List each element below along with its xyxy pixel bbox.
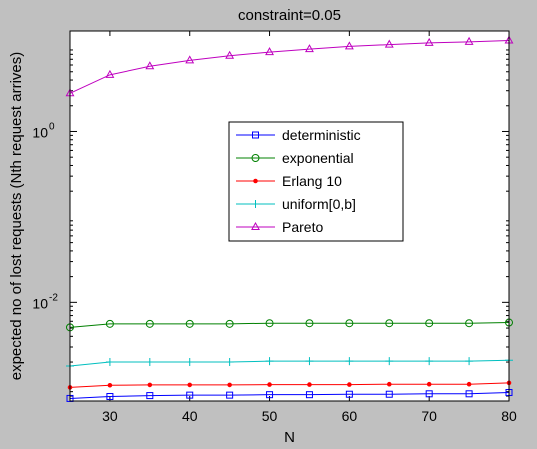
data-point — [345, 319, 354, 328]
data-point — [145, 319, 154, 328]
data-point — [267, 382, 272, 387]
data-point — [265, 357, 274, 366]
legend-marker — [251, 221, 260, 230]
y-tick-label-exponent: 0 — [49, 121, 55, 132]
legend-label: deterministic — [282, 127, 361, 143]
data-point — [185, 55, 195, 64]
data-point — [464, 36, 474, 45]
data-point — [305, 391, 313, 399]
series-exponential — [66, 318, 513, 332]
data-point — [424, 37, 434, 46]
data-point — [386, 381, 392, 387]
data-point — [347, 382, 352, 387]
x-tick-label: 60 — [342, 408, 358, 424]
data-point — [265, 47, 274, 56]
series-line — [69, 40, 510, 94]
data-point — [307, 382, 312, 387]
legend-item: uniform[0,b] — [236, 196, 356, 212]
legend-label: Pareto — [282, 219, 323, 235]
data-point — [465, 319, 474, 328]
data-point — [426, 381, 432, 387]
data-point — [305, 357, 314, 366]
legend-label: Erlang 10 — [282, 173, 342, 189]
data-point — [186, 391, 194, 399]
data-point — [344, 41, 354, 50]
y-tick-label-exponent: -2 — [49, 292, 58, 303]
x-axis-label: N — [284, 429, 295, 446]
legend-label: uniform[0,b] — [282, 196, 356, 212]
series-line — [69, 392, 510, 399]
data-point — [225, 50, 235, 59]
data-point — [266, 391, 274, 399]
series-line — [69, 382, 510, 388]
data-point — [225, 358, 234, 367]
legend: deterministic exponential Erlang 10 uniform… — [228, 121, 404, 242]
legend-label: exponential — [282, 150, 354, 166]
data-point — [105, 319, 114, 328]
data-point — [305, 44, 314, 53]
legend-marker — [251, 200, 260, 208]
legend-marker — [251, 154, 260, 162]
series-line — [69, 359, 510, 367]
x-tick-label: 50 — [262, 408, 278, 424]
series-pareto — [65, 35, 514, 97]
data-point — [265, 319, 274, 328]
data-point — [226, 391, 234, 399]
data-point — [345, 390, 353, 398]
data-point — [105, 358, 114, 367]
data-point — [185, 358, 194, 367]
x-tick-label: 30 — [102, 408, 118, 424]
series-line — [69, 322, 510, 328]
y-tick-label-base: 10 — [32, 295, 48, 311]
data-point — [147, 382, 153, 388]
data-point — [384, 39, 394, 48]
x-tick-label: 80 — [501, 408, 517, 424]
data-point — [145, 61, 155, 70]
data-point — [465, 357, 474, 366]
legend-marker — [253, 178, 258, 184]
x-tick-label: 70 — [421, 408, 437, 424]
y-axis-label: expected no of lost requests (Nth reques… — [8, 52, 25, 381]
legend-marker — [252, 131, 259, 139]
data-point — [185, 319, 194, 328]
data-point — [146, 392, 154, 400]
data-point — [227, 382, 232, 388]
data-point — [425, 390, 433, 398]
legend-item: exponential — [236, 150, 354, 166]
data-point — [225, 319, 234, 328]
data-point — [187, 382, 193, 388]
chart-title: constraint=0.05 — [238, 7, 341, 24]
data-point — [466, 381, 472, 387]
plot-border — [69, 30, 510, 402]
data-point — [465, 390, 473, 398]
data-point — [425, 319, 434, 328]
data-point — [107, 382, 113, 388]
data-point — [305, 319, 314, 328]
data-point — [385, 319, 394, 328]
data-point — [106, 393, 114, 401]
data-point — [385, 390, 393, 398]
data-point — [345, 357, 354, 366]
legend-item: Erlang 10 — [236, 173, 342, 189]
legend-item: deterministic — [236, 127, 361, 143]
legend-item: Pareto — [236, 219, 323, 235]
data-point — [145, 358, 154, 367]
data-point — [425, 357, 434, 366]
data-point — [105, 69, 115, 78]
y-tick-label-base: 10 — [32, 124, 48, 140]
x-tick-label: 40 — [182, 408, 198, 424]
data-point — [385, 357, 394, 366]
